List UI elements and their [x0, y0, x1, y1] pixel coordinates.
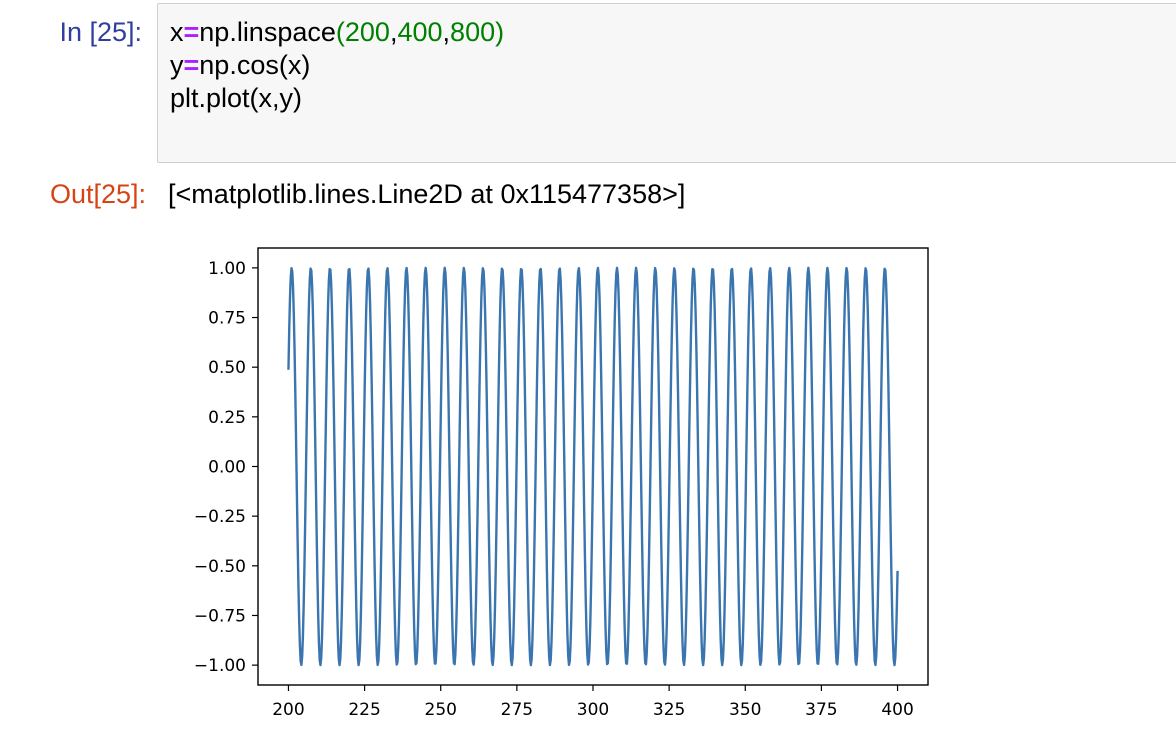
x-tick-label: 350	[729, 700, 761, 720]
y-tick-label: 1.00	[208, 259, 246, 279]
code-token: =	[183, 17, 200, 47]
code-token: ,	[389, 17, 398, 47]
code-token: np.linspace	[199, 17, 336, 47]
line-chart: 1.00 0.75 0.50 0.25 0.00 −0.25 −0.50 −0.75 −1.00…	[194, 247, 929, 720]
code-token: (	[335, 17, 345, 47]
code-editor[interactable]: x=np.linspace(200,400,800) y=np.cos(x) plt…	[170, 16, 504, 115]
code-token: ,	[442, 17, 451, 47]
x-tick-label: 300	[577, 700, 609, 720]
code-input-area[interactable]: x=np.linspace(200,400,800) y=np.cos(x) plt…	[157, 3, 1176, 163]
x-tick-label: 225	[348, 700, 380, 720]
x-tick-label: 275	[501, 700, 533, 720]
in-prompt: In [25]:	[59, 17, 142, 47]
output-text: [<matplotlib.lines.Line2D at 0x115477358…	[168, 179, 686, 209]
code-token: =	[183, 50, 200, 80]
x-tick-label: 325	[653, 700, 685, 720]
y-tick-label: 0.50	[208, 358, 246, 378]
y-tick-label: −0.50	[194, 557, 246, 577]
code-token: 400	[397, 17, 443, 47]
x-tick-label: 375	[805, 700, 837, 720]
code-token: )	[495, 17, 505, 47]
y-tick-label: 0.75	[208, 309, 246, 329]
code-token: plt.plot(x,y)	[170, 83, 303, 113]
plot-output: 1.00 0.75 0.50 0.25 0.00 −0.25 −0.50 −0.75 −1.00…	[160, 232, 960, 732]
y-tick-label: −0.75	[194, 606, 246, 626]
code-line[interactable]: x=np.linspace(200,400,800)	[170, 16, 504, 49]
x-tick-label: 250	[425, 700, 457, 720]
y-tick-label: −1.00	[194, 656, 246, 676]
code-token: x	[170, 17, 184, 47]
y-tick-label: −0.25	[194, 507, 246, 527]
out-prompt: Out[25]:	[49, 179, 146, 209]
x-tick-label: 200	[272, 700, 304, 720]
code-token: np.cos(x)	[199, 50, 311, 80]
code-token: 200	[344, 17, 390, 47]
code-line[interactable]: plt.plot(x,y)	[170, 82, 504, 115]
y-tick-label: 0.25	[208, 408, 246, 428]
series-line	[287, 266, 899, 667]
code-token: 800	[450, 17, 496, 47]
x-tick-label: 400	[881, 700, 913, 720]
y-tick-label: 0.00	[208, 458, 246, 478]
code-token: y	[170, 50, 184, 80]
code-line[interactable]: y=np.cos(x)	[170, 49, 504, 82]
